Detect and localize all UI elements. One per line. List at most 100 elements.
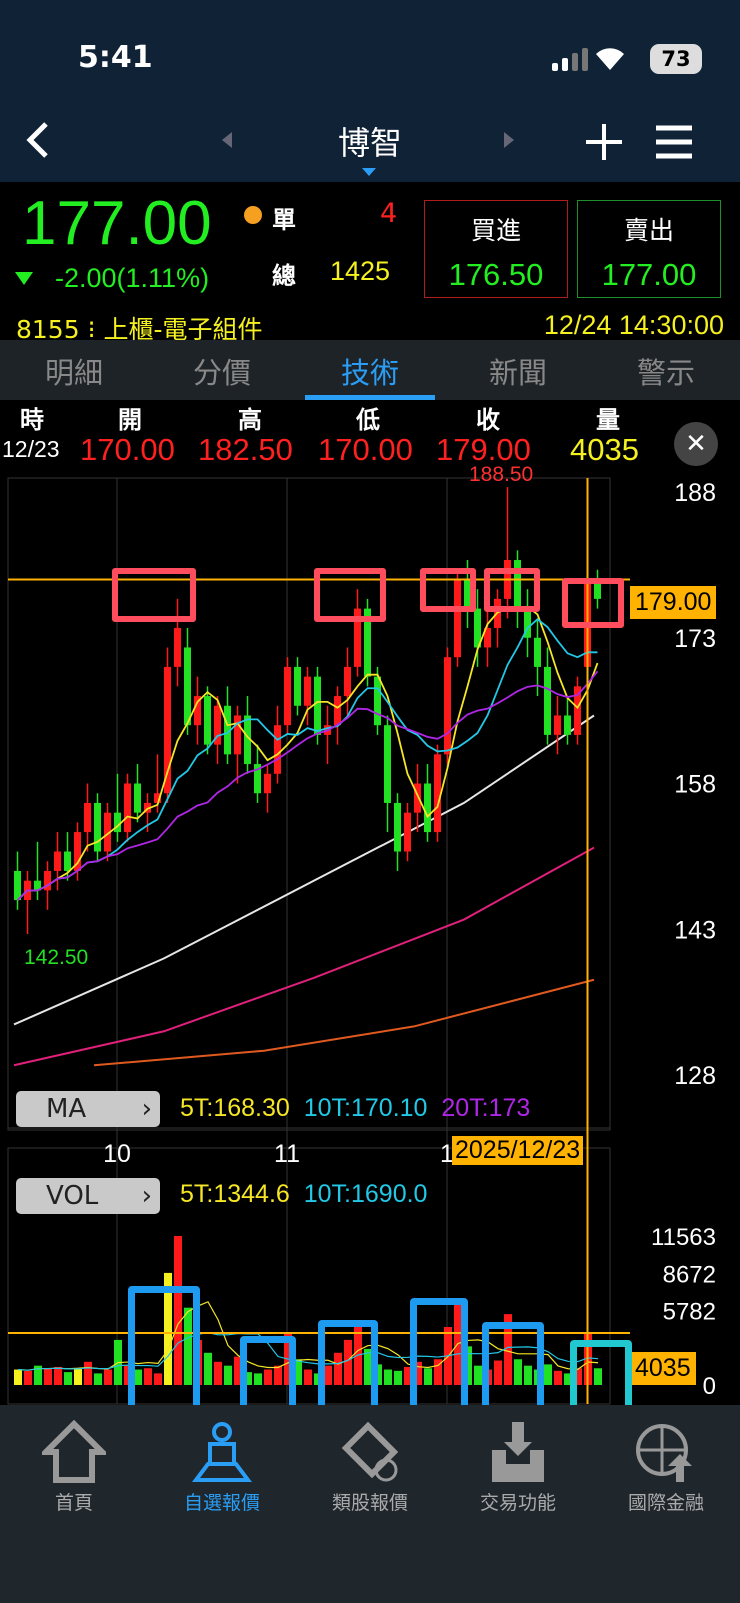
volume-bar [394, 1370, 402, 1385]
tab-news[interactable]: 新聞 [488, 356, 547, 390]
candle-body [124, 783, 131, 833]
down-triangle-icon [15, 272, 33, 285]
nav-international[interactable]: 國際金融 [596, 1420, 736, 1603]
tab-alert[interactable]: 警示 [636, 356, 695, 390]
chevron-left-icon[interactable] [24, 120, 54, 160]
candle-body [54, 851, 61, 871]
volume-ma10-line [17, 1331, 599, 1371]
volume-bar [344, 1339, 352, 1385]
candle-body [274, 725, 281, 774]
nav-label: 自選報價 [183, 1492, 260, 1514]
tab-technical[interactable]: 技術 [305, 340, 435, 400]
ma-label: MA [46, 1094, 87, 1124]
volume-tick-label: 11563 [651, 1224, 716, 1251]
candle-body [294, 666, 301, 706]
volume-bar [54, 1366, 62, 1385]
sell-price: 177.00 [601, 257, 697, 292]
candle-body [14, 870, 21, 901]
candle-body [404, 812, 411, 852]
volume-tick-label: 8672 [663, 1261, 716, 1288]
candle-body [424, 783, 431, 833]
volume-bar [594, 1368, 602, 1385]
quote-datetime: 12/24 14:30:00 [543, 310, 724, 340]
highlight-box [420, 568, 476, 612]
bottom-nav: 首頁 自選報價 類股報價 交易功能 國際金融 [0, 1405, 740, 1603]
volume-bar [254, 1373, 262, 1385]
volume-bar [244, 1372, 252, 1385]
stock-name[interactable]: 博智 [337, 124, 402, 162]
volume-bar [374, 1364, 382, 1385]
buy-button[interactable]: 買進 176.50 [424, 200, 568, 298]
price-tick-label: 173 [674, 625, 716, 653]
single-volume: 4 [380, 198, 398, 229]
header-volume: 量 [596, 406, 620, 434]
volume-bar [34, 1365, 42, 1385]
stock-code-market: 8155 ⁝ 上櫃-電子組件 [16, 315, 263, 344]
candle-body [374, 676, 381, 726]
ma5-line [16, 605, 599, 901]
candle-body [304, 676, 311, 706]
candle-body [444, 657, 451, 755]
sell-button[interactable]: 賣出 177.00 [577, 200, 721, 298]
ohlc-open: 170.00 [80, 432, 175, 467]
ohlc-low: 170.00 [318, 432, 413, 467]
price-tick-label: 128 [674, 1062, 716, 1090]
candle-body [364, 608, 371, 677]
prev-stock-icon[interactable] [220, 130, 234, 150]
close-icon[interactable]: ✕ [674, 422, 718, 466]
volume-bar [24, 1370, 32, 1385]
volume-bar [524, 1365, 532, 1385]
plus-icon[interactable] [584, 122, 624, 162]
top-bar [0, 0, 740, 182]
price-tick-label: 143 [674, 916, 716, 944]
candle-body [544, 666, 551, 735]
candle-body [254, 764, 261, 794]
film-coin-icon [341, 1421, 399, 1482]
volume-bar [494, 1360, 502, 1385]
ma-settings-button[interactable]: MA › [16, 1091, 160, 1127]
nav-label: 類股報價 [331, 1492, 408, 1514]
candle-body [524, 608, 531, 638]
ma-values: 5T:168.30 10T:170.10 20T:173 [180, 1094, 610, 1123]
volume-bar [474, 1365, 482, 1385]
price-frame [7, 477, 611, 1131]
nav-sector[interactable]: 類股報價 [300, 1420, 440, 1603]
stock-code: 8155 [16, 315, 80, 344]
nav-trade[interactable]: 交易功能 [448, 1420, 588, 1603]
market-sector: 上櫃-電子組件 [103, 315, 263, 344]
candle-body [184, 647, 191, 726]
nav-label: 國際金融 [627, 1492, 704, 1514]
next-stock-icon[interactable] [502, 130, 516, 150]
volume-bar [44, 1368, 52, 1385]
candle-body [154, 793, 161, 803]
candle-body [204, 696, 211, 745]
caret-down-icon[interactable] [362, 168, 376, 178]
nav-home[interactable]: 首頁 [4, 1420, 144, 1603]
header-time: 時 [20, 406, 44, 434]
hamburger-menu-icon[interactable] [654, 124, 694, 160]
candle-body [434, 754, 441, 833]
candle-body [94, 802, 101, 852]
alarm-clock-icon[interactable] [244, 206, 262, 224]
vol-ma5-value: 5T:1344.6 [180, 1180, 290, 1208]
candle-body [44, 870, 51, 891]
highlight-box [112, 568, 196, 622]
candle-body [564, 715, 571, 735]
volume-bar [14, 1369, 22, 1385]
volume-bar [164, 1272, 172, 1385]
crosshair-volume: 4035 [630, 1352, 696, 1385]
tab-detail[interactable]: 明細 [44, 356, 103, 390]
volume-bar [304, 1369, 312, 1385]
candle-body [134, 783, 141, 813]
candle-body [214, 705, 221, 745]
candle-body [114, 812, 121, 833]
volume-bar [94, 1373, 102, 1385]
vol-settings-button[interactable]: VOL › [16, 1178, 160, 1214]
candle-body [484, 628, 491, 648]
tab-price-volume[interactable]: 分價 [192, 356, 251, 390]
long-ma-line [93, 978, 595, 1067]
candle-body [554, 715, 561, 735]
nav-watchlist[interactable]: 自選報價 [152, 1420, 292, 1603]
volume-bar [514, 1359, 522, 1385]
ohlc-high: 182.50 [198, 432, 293, 467]
